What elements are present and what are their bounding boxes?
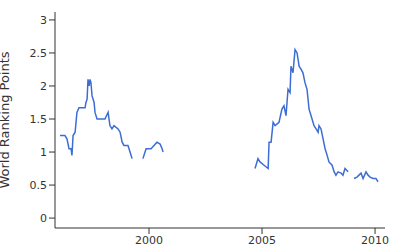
svg-text:1.5: 1.5 [30, 113, 48, 126]
svg-text:2: 2 [40, 80, 47, 93]
svg-text:2.5: 2.5 [30, 47, 48, 60]
svg-text:World Ranking Points: World Ranking Points [8, 51, 12, 188]
svg-text:2005: 2005 [248, 234, 276, 247]
svg-text:3: 3 [40, 14, 47, 27]
svg-text:0.5: 0.5 [30, 179, 48, 192]
svg-text:2010: 2010 [361, 234, 389, 247]
svg-text:2000: 2000 [135, 234, 163, 247]
svg-text:0: 0 [40, 212, 47, 225]
svg-text:1: 1 [40, 146, 47, 159]
